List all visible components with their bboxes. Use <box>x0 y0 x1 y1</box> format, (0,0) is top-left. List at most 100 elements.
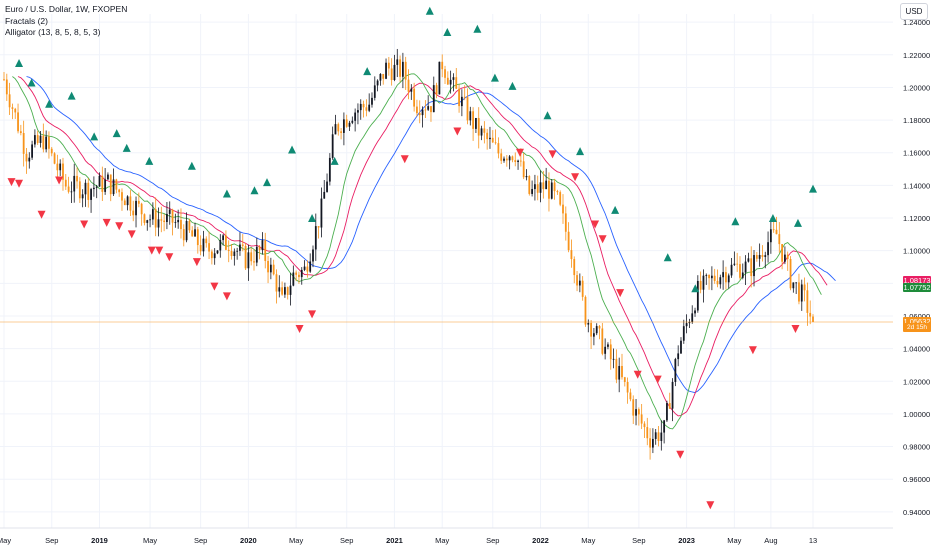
candle-body <box>205 238 208 244</box>
candle-body <box>244 245 247 269</box>
fractal-up-marker <box>288 145 297 154</box>
fractal-up-marker <box>330 156 339 165</box>
candle-body <box>503 158 505 161</box>
last-price-tag: 1.05632 <box>903 317 931 327</box>
alligator-indicator-label[interactable]: Alligator (13, 8, 5, 8, 5, 3) <box>5 27 101 37</box>
candle-body <box>786 254 789 260</box>
candle-body <box>149 219 151 221</box>
candle-body <box>199 245 202 252</box>
candle-body <box>185 220 188 241</box>
fractal-up-marker <box>576 147 585 156</box>
candle-body <box>284 287 286 295</box>
fractal-down-marker <box>748 346 757 355</box>
candle-body <box>84 182 87 195</box>
candle-body <box>505 158 508 161</box>
candle-body <box>427 106 430 110</box>
candle-body <box>680 340 682 354</box>
candle-body <box>798 282 800 302</box>
candle-body <box>410 88 413 92</box>
fractal-up-marker <box>543 111 552 120</box>
candle-body <box>163 220 166 222</box>
fractal-up-marker <box>90 132 99 141</box>
candle-body <box>674 359 677 382</box>
candle-body <box>500 153 503 161</box>
candle-body <box>342 119 345 133</box>
candle-body <box>744 261 747 273</box>
grid <box>0 14 893 528</box>
candle-body <box>519 160 522 162</box>
symbol-title[interactable]: Euro / U.S. Dollar, 1W, FXOPEN <box>5 4 128 14</box>
candle-body <box>702 275 705 290</box>
candle-body <box>78 181 81 199</box>
candle-body <box>331 134 334 158</box>
fractal-up-marker <box>27 78 36 87</box>
candle-body <box>444 69 446 78</box>
time-tick-label: 2021 <box>386 536 403 545</box>
candle-body <box>601 328 604 354</box>
candle-body <box>272 264 275 275</box>
price-tick-label: 1.22000 <box>903 51 930 60</box>
candle-body <box>719 277 722 285</box>
candle-body <box>635 409 637 416</box>
candle-body <box>775 229 778 235</box>
candle-body <box>587 322 590 325</box>
fractal-up-marker <box>691 284 700 293</box>
fractal-up-marker <box>250 186 259 195</box>
candle-body <box>682 326 685 341</box>
candle-body <box>255 246 258 263</box>
candle-body <box>357 110 359 113</box>
candle-body <box>767 242 769 256</box>
candle-body <box>292 272 295 286</box>
candle-body <box>121 192 123 201</box>
candle-body <box>42 135 45 150</box>
candle-body <box>208 243 210 252</box>
candle-body <box>123 200 126 206</box>
fractal-up-marker <box>611 205 620 214</box>
candle-body <box>446 77 449 85</box>
candle-body <box>171 209 174 223</box>
candle-body <box>795 282 798 284</box>
candle-body <box>225 235 227 250</box>
candle-body <box>590 322 592 337</box>
candle-body <box>705 274 708 276</box>
candle-body <box>140 203 143 215</box>
price-axis: 0.94000 0.96000 0.98000 1.00000 1.02000 1.040… <box>893 0 932 550</box>
fractal-up-marker <box>187 161 196 170</box>
price-axis-bg <box>893 0 932 550</box>
candle-body <box>98 175 101 187</box>
candle-body <box>725 272 727 283</box>
candle-body <box>755 255 758 259</box>
candle-body <box>168 209 171 214</box>
candle-body <box>104 179 107 192</box>
candle-body <box>112 179 115 195</box>
candle-body <box>222 235 225 241</box>
fractal-down-marker <box>15 179 24 188</box>
candle-body <box>154 209 157 228</box>
currency-button[interactable]: USD <box>900 3 928 20</box>
price-tick-label: 1.14000 <box>903 181 930 190</box>
candle-body <box>418 113 421 116</box>
candle-body <box>317 226 320 228</box>
candle-body <box>157 219 160 228</box>
candle-body <box>219 240 222 251</box>
candle-body <box>477 117 480 136</box>
fractals-indicator-label[interactable]: Fractals (2) <box>5 15 48 26</box>
candle-body <box>236 250 239 252</box>
candle-body <box>660 432 663 441</box>
candle-body <box>227 249 230 252</box>
candle-body <box>772 229 775 231</box>
fractal-down-marker <box>127 230 136 239</box>
fractal-up-marker <box>308 214 317 223</box>
candle-body <box>466 97 469 121</box>
candle-body <box>135 200 137 216</box>
candle-body <box>646 427 649 439</box>
candle-body <box>298 274 300 278</box>
fractal-down-marker <box>571 173 580 182</box>
candle-body <box>618 365 621 380</box>
candle-body <box>469 111 472 121</box>
candle-body <box>514 160 517 163</box>
candle-body <box>736 263 739 265</box>
fractal-up-marker <box>15 58 24 67</box>
